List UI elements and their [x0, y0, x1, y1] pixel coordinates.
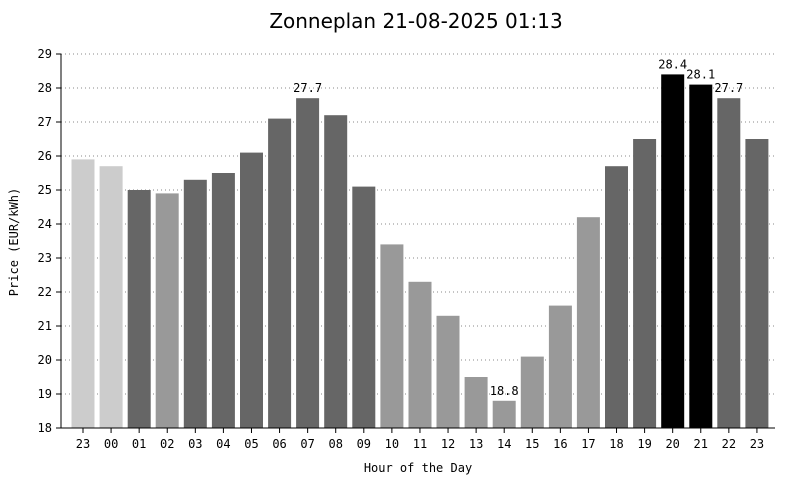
bar-15: [492, 400, 516, 428]
x-tick-label: 18: [609, 437, 623, 451]
y-tick-label: 23: [38, 251, 52, 265]
y-tick-label: 25: [38, 183, 52, 197]
bar-5: [211, 173, 235, 428]
bar-13: [436, 315, 460, 428]
y-tick-label: 20: [38, 353, 52, 367]
y-tick-label: 18: [38, 421, 52, 435]
bar-3: [155, 193, 179, 428]
x-tick-labels: 23 00 01 02 03 04 05 06 07 08 09 10 11 12 13 14 15 16 17 18…: [76, 428, 764, 451]
bars: [71, 74, 769, 429]
bar-10: [352, 186, 376, 428]
bar-21: [661, 74, 685, 429]
x-tick-label: 02: [160, 437, 174, 451]
y-tick-label: 19: [38, 387, 52, 401]
data-labels: 27.718.828.428.127.7: [293, 57, 743, 397]
x-tick-label: 11: [413, 437, 427, 451]
axes: [60, 54, 775, 429]
bar-17: [548, 305, 572, 428]
x-tick-label: 12: [441, 437, 455, 451]
y-tick-label: 28: [38, 81, 52, 95]
x-tick-label: 07: [300, 437, 314, 451]
x-tick-label: 06: [272, 437, 286, 451]
bar-2: [127, 190, 151, 428]
y-tick-label: 29: [38, 47, 52, 61]
x-tick-label: 20: [665, 437, 679, 451]
bar-9: [324, 115, 348, 428]
x-tick-label: 23: [750, 437, 764, 451]
y-tick-label: 21: [38, 319, 52, 333]
data-label: 27.7: [714, 81, 743, 95]
bar-11: [380, 244, 404, 428]
bar-24: [745, 139, 769, 428]
bar-4: [183, 179, 207, 428]
bar-6: [240, 152, 263, 428]
x-tick-label: 03: [188, 437, 202, 451]
data-label: 28.1: [686, 68, 715, 82]
bar-19: [605, 166, 628, 428]
y-tick-label: 27: [38, 115, 52, 129]
x-tick-label: 16: [553, 437, 567, 451]
x-tick-label: 17: [581, 437, 595, 451]
x-axis-label: Hour of the Day: [364, 461, 472, 475]
x-tick-label: 09: [357, 437, 371, 451]
chart-title: Zonneplan 21-08-2025 01:13: [269, 9, 562, 33]
x-tick-label: 13: [469, 437, 483, 451]
data-label: 18.8: [490, 384, 519, 398]
x-tick-label: 15: [525, 437, 539, 451]
x-tick-label: 19: [637, 437, 651, 451]
x-tick-label: 22: [722, 437, 736, 451]
y-tick-label: 24: [38, 217, 52, 231]
x-tick-label: 01: [132, 437, 146, 451]
y-tick-label: 22: [38, 285, 52, 299]
data-label: 28.4: [658, 57, 687, 71]
y-axis-label: Price (EUR/kWh): [7, 188, 21, 296]
bar-18: [576, 217, 600, 428]
x-tick-label: 14: [497, 437, 511, 451]
x-tick-label: 23: [76, 437, 90, 451]
bar-1: [99, 166, 123, 428]
x-tick-label: 10: [385, 437, 399, 451]
bar-8: [296, 98, 320, 428]
x-tick-label: 00: [104, 437, 118, 451]
y-tick-label: 26: [38, 149, 52, 163]
x-tick-label: 21: [694, 437, 708, 451]
bar-23: [717, 98, 741, 428]
data-label: 27.7: [293, 81, 322, 95]
x-tick-label: 05: [244, 437, 258, 451]
bar-20: [633, 139, 657, 428]
x-tick-label: 04: [216, 437, 230, 451]
bar-12: [408, 281, 432, 428]
bar-0: [71, 159, 95, 428]
bar-14: [464, 377, 488, 428]
y-tick-labels: 18 19 20 21 22 23 24 25 26 27 28 29: [38, 47, 52, 435]
x-tick-label: 08: [328, 437, 342, 451]
bar-22: [689, 84, 713, 428]
bar-16: [520, 356, 544, 428]
bar-7: [268, 118, 292, 428]
